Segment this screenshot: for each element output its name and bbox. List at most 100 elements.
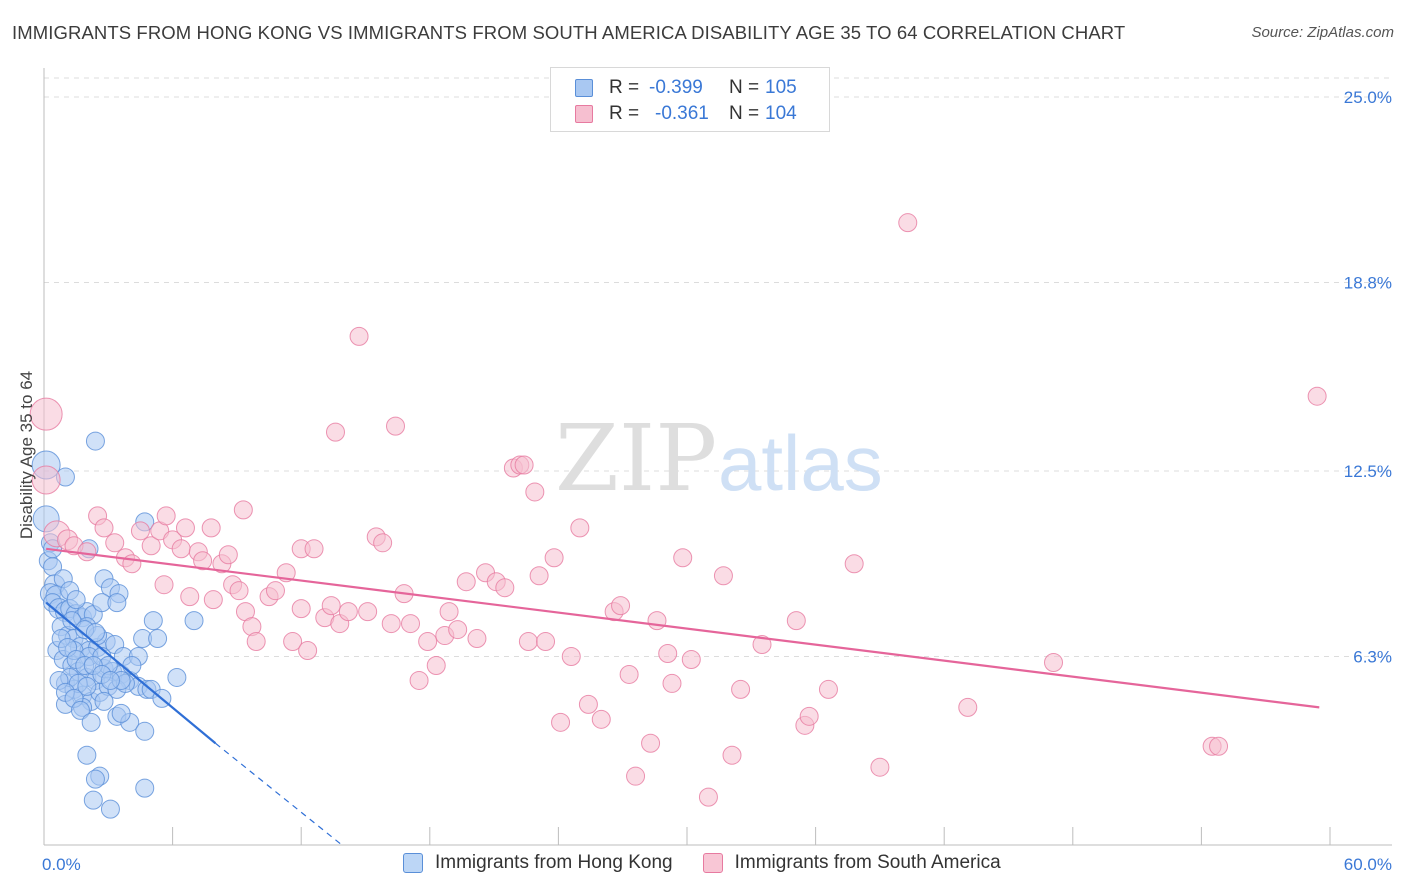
legend-n-label: N = xyxy=(729,103,760,124)
data-point xyxy=(1044,652,1064,672)
data-point xyxy=(1307,386,1327,406)
data-point xyxy=(229,581,249,601)
data-point xyxy=(122,554,142,574)
data-point xyxy=(184,611,204,631)
watermark-atlas: atlas xyxy=(718,419,883,507)
data-point xyxy=(358,602,378,622)
bottom-legend-swatch-blue xyxy=(403,853,423,873)
data-point xyxy=(233,500,253,520)
bottom-legend-item-south-america: Immigrants from South America xyxy=(702,852,1001,874)
data-point xyxy=(66,590,86,610)
data-point xyxy=(193,551,213,571)
data-point xyxy=(70,700,90,720)
data-point xyxy=(818,679,838,699)
data-point xyxy=(29,397,63,431)
x-tick-label: 60.0% xyxy=(1344,855,1392,874)
data-point xyxy=(135,721,155,741)
data-point xyxy=(1209,736,1229,756)
data-point xyxy=(551,712,571,732)
data-point xyxy=(130,521,150,541)
data-point xyxy=(111,703,131,723)
legend-row-south-america: R = -0.361 N = 104 xyxy=(575,102,797,126)
chart-title: IMMIGRANTS FROM HONG KONG VS IMMIGRANTS … xyxy=(12,22,1126,43)
legend-r-label: R = xyxy=(609,103,640,124)
data-point xyxy=(85,769,105,789)
data-point xyxy=(495,578,515,598)
legend-n-value: 104 xyxy=(765,103,797,124)
data-point xyxy=(201,518,221,538)
data-point xyxy=(154,575,174,595)
data-point xyxy=(167,667,187,687)
data-point xyxy=(94,518,114,538)
data-point xyxy=(662,673,682,693)
data-point xyxy=(304,539,324,559)
data-point xyxy=(641,733,661,753)
data-point xyxy=(786,611,806,631)
data-point xyxy=(100,799,120,819)
data-point xyxy=(349,326,369,346)
data-point xyxy=(456,572,476,592)
data-point xyxy=(844,554,864,574)
x-tick-labels: 0.0% 60.0% xyxy=(42,855,1392,874)
data-point xyxy=(647,611,667,631)
data-point xyxy=(373,533,393,553)
bottom-legend-label: Immigrants from Hong Kong xyxy=(435,852,673,873)
data-point xyxy=(467,629,487,649)
data-point xyxy=(626,766,646,786)
bottom-legend-label: Immigrants from South America xyxy=(734,852,1001,873)
bottom-legend: Immigrants from Hong Kong Immigrants fro… xyxy=(403,852,1031,874)
data-point xyxy=(77,676,97,696)
data-point xyxy=(81,712,101,732)
data-point xyxy=(77,542,97,562)
data-point xyxy=(518,632,538,652)
data-point xyxy=(105,533,125,553)
y-tick-label: 18.8% xyxy=(1344,274,1392,293)
data-point xyxy=(141,536,161,556)
legend-n-label: N = xyxy=(729,77,760,98)
data-point xyxy=(401,614,421,634)
data-point xyxy=(265,581,285,601)
x-tick-label: 0.0% xyxy=(42,855,81,874)
legend-n-value: 105 xyxy=(765,77,797,98)
y-tick-labels: 6.3% 12.5% 18.8% 25.0% xyxy=(1344,88,1392,667)
legend-r-value: -0.399 xyxy=(649,77,703,98)
chart-source: Source: ZipAtlas.com xyxy=(1251,24,1394,41)
data-point xyxy=(752,635,772,655)
data-point xyxy=(122,655,142,675)
data-point xyxy=(246,632,266,652)
data-point xyxy=(180,587,200,607)
data-point xyxy=(870,757,890,777)
data-point xyxy=(85,623,105,643)
data-point xyxy=(338,602,358,622)
data-point xyxy=(175,518,195,538)
data-point xyxy=(85,431,105,451)
data-point xyxy=(591,709,611,729)
data-point xyxy=(958,697,978,717)
y-tick-label: 12.5% xyxy=(1344,462,1392,481)
data-point xyxy=(291,599,311,619)
data-point xyxy=(156,506,176,526)
data-point xyxy=(731,679,751,699)
series-hong-kong xyxy=(31,431,204,819)
data-point xyxy=(148,629,168,649)
data-point xyxy=(561,647,581,667)
y-tick-label: 25.0% xyxy=(1344,88,1392,107)
data-point xyxy=(619,664,639,684)
legend-row-hong-kong: R = -0.399 N = 105 xyxy=(575,76,797,100)
data-point xyxy=(544,548,564,568)
data-point xyxy=(525,482,545,502)
trend-line xyxy=(45,601,217,745)
data-point xyxy=(107,593,127,613)
data-point xyxy=(536,632,556,652)
bottom-legend-item-hong-kong: Immigrants from Hong Kong xyxy=(403,852,673,874)
data-point xyxy=(135,778,155,798)
y-tick-label: 6.3% xyxy=(1353,648,1392,667)
legend: R = -0.399 N = 105 R = -0.361 N = 104 xyxy=(550,67,830,132)
data-point xyxy=(298,641,318,661)
data-point xyxy=(418,632,438,652)
data-point xyxy=(321,596,341,616)
data-point xyxy=(100,670,120,690)
data-point xyxy=(94,691,114,711)
data-point xyxy=(681,649,701,669)
